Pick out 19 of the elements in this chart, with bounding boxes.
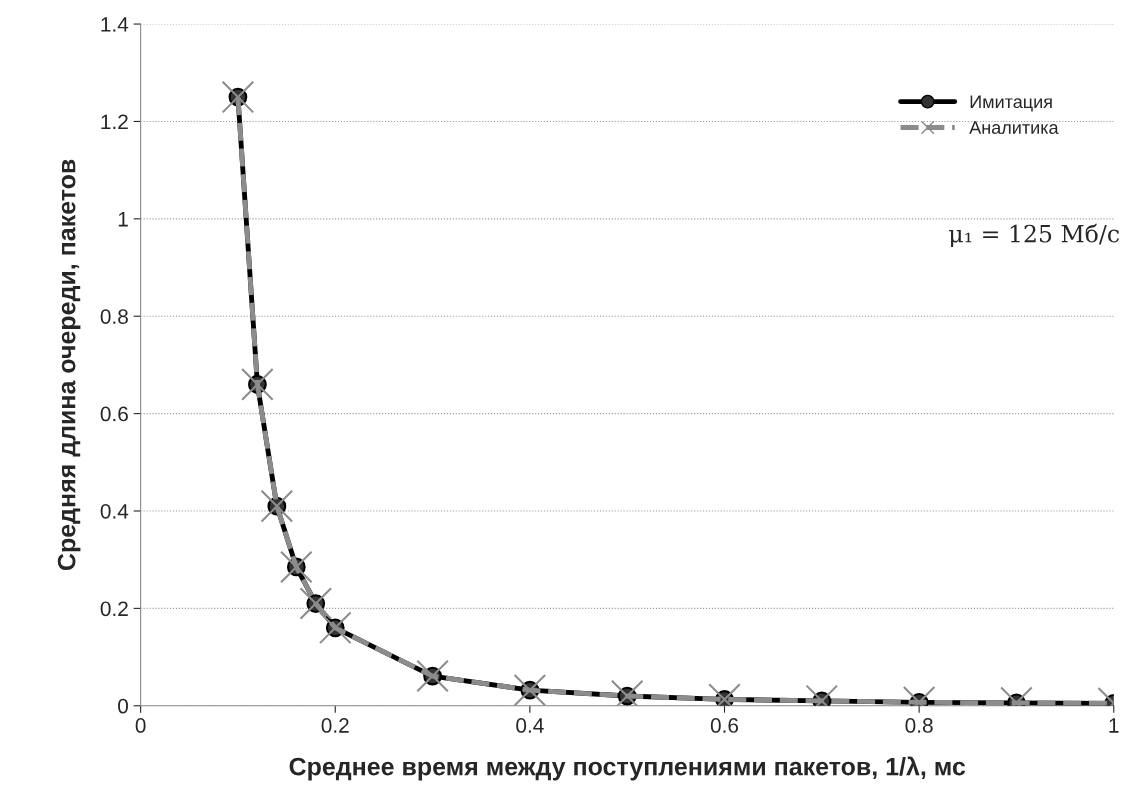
x-tick-label: 0.8 — [905, 718, 933, 733]
annotation: μ₁ = 125 Мб/с — [949, 223, 1119, 248]
y-tick-label: 1.4 — [101, 17, 129, 32]
y-tick-label: 0.2 — [100, 601, 128, 617]
x-tick-label: 0.6 — [710, 718, 739, 733]
y-tick-label: 1.2 — [101, 114, 128, 129]
x-tick-label: 0 — [135, 718, 146, 733]
x-tick-label: 1 — [1109, 718, 1119, 733]
legend-label: Аналитика — [969, 121, 1059, 134]
y-tick-label: 0.4 — [100, 503, 129, 519]
x-tick-label: 0.2 — [321, 718, 349, 733]
y-axis-title: Средняя длина очереди, пакетов — [57, 159, 81, 571]
x-tick-label: 0.4 — [516, 718, 544, 733]
y-tick-label: 1 — [118, 212, 128, 227]
y-tick-label: 0 — [118, 698, 129, 714]
y-tick-label: 0.8 — [100, 309, 128, 324]
x-axis-title: Среднее время между поступлениями пакетов, 1/λ, мс — [289, 756, 966, 781]
legend-label: Имитация — [970, 95, 1052, 112]
y-tick-label: 0.6 — [100, 406, 128, 422]
